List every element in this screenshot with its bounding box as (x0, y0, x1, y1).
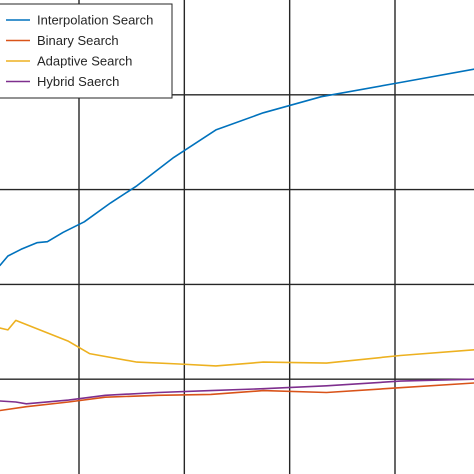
series-line-interpolation-search (0, 68, 474, 267)
series-line-adaptive-search (0, 319, 474, 367)
series-line-hybrid-saerch (0, 378, 474, 405)
series-line-binary-search (0, 382, 474, 412)
legend-label-binary-search: Binary Search (37, 33, 119, 48)
legend: Interpolation Search Binary Search Adaptiv… (0, 3, 173, 99)
legend-box (0, 3, 173, 99)
legend-label-adaptive-search: Adaptive Search (37, 54, 132, 69)
legend-label-hybrid-saerch: Hybrid Saerch (37, 74, 119, 89)
legend-label-interpolation-search: Interpolation Search (37, 13, 153, 28)
series-lines (0, 68, 474, 412)
